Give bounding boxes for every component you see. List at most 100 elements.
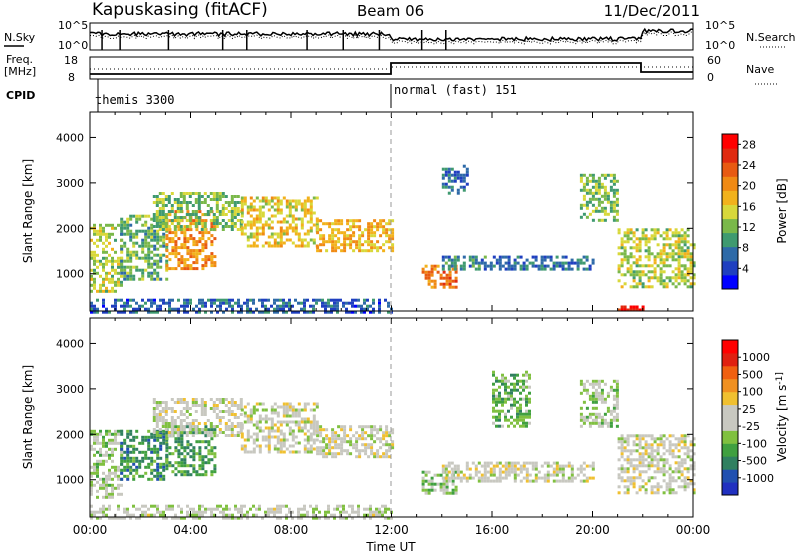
echo-cell [105,450,108,454]
echo-cell [617,279,621,283]
echo-cell [683,479,687,483]
echo-cell [582,203,586,207]
echo-cell [191,398,195,401]
echo-cell [585,255,589,259]
time-tick-label: 16:00 [475,523,510,537]
echo-cell [294,423,298,427]
echo-cell [255,432,259,436]
echo-cell [606,200,610,204]
echo-cell [198,449,202,453]
echo-cell [591,261,595,265]
echo-cell [450,167,454,171]
echo-cell [617,491,621,495]
echo-cell [309,214,313,218]
echo-cell [447,479,451,483]
echo-cell [273,310,276,314]
echo-cell [322,234,326,238]
echo-cell [161,198,165,201]
echo-cell [174,440,178,444]
echo-cell [343,231,347,235]
echo-cell [90,429,93,433]
echo-cell [594,182,598,186]
echo-cell [504,376,507,380]
echo-cell [385,428,389,432]
echo-cell [183,264,187,268]
echo-cell [659,455,663,459]
echo-cell [603,212,607,216]
echo-cell [252,244,256,248]
echo-cell [159,513,162,517]
echo-cell [300,226,304,230]
echo-cell [498,409,501,413]
echo-cell [516,255,520,259]
echo-cell [606,173,610,177]
echo-cell [270,244,274,248]
echo-cell [156,471,160,475]
echo-cell [123,268,127,272]
echo-cell [218,198,222,201]
echo-cell [453,170,457,174]
echo-cell [439,485,443,489]
echo-cell [498,391,501,395]
echo-cell [261,417,265,421]
echo-cell [147,259,151,263]
echo-cell [99,453,102,457]
echo-cell [516,379,519,383]
echo-cell [240,304,243,308]
echo-cell [153,438,157,442]
echo-cell [641,305,645,309]
echo-cell [179,425,183,428]
echo-cell [144,450,148,454]
echo-cell [683,243,687,247]
echo-cell [204,301,207,305]
echo-cell [549,473,553,477]
echo-cell [363,307,366,311]
echo-cell [477,470,481,474]
echo-cell [683,252,687,256]
echo-cell [291,310,294,314]
echo-cell [212,195,216,198]
echo-cell [570,258,574,262]
echo-cell [240,507,243,511]
echo-cell [677,270,681,274]
echo-cell [156,241,160,245]
echo-cell [264,408,268,412]
echo-cell [132,438,136,442]
echo-cell [288,444,292,448]
echo-cell [198,510,201,514]
echo-cell [612,397,616,401]
echo-cell [161,213,165,216]
echo-cell [674,479,678,483]
echo-cell [582,261,586,265]
echo-cell [200,410,204,413]
echo-cell [369,513,372,517]
echo-cell [243,196,247,200]
echo-cell [567,264,571,268]
echo-cell [519,412,522,416]
echo-cell [126,435,130,439]
echo-cell [227,201,231,204]
echo-cell [186,510,189,514]
echo-cell [683,276,687,280]
echo-cell [629,482,633,486]
echo-cell [373,219,377,223]
echo-cell [111,286,114,290]
echo-cell [444,167,448,171]
echo-cell [194,213,198,216]
echo-cell [626,485,630,489]
echo-cell [519,379,522,383]
echo-cell [182,407,186,410]
echo-cell [123,259,127,263]
echo-cell [273,513,276,517]
echo-cell [276,504,279,508]
echo-cell [165,249,169,253]
echo-cell [382,431,386,435]
echo-cell [192,458,196,462]
echo-cell [117,271,120,275]
echo-cell [165,458,169,462]
echo-cell [129,465,133,469]
echo-cell [674,285,678,289]
echo-cell [570,479,574,483]
echo-cell [644,452,648,456]
